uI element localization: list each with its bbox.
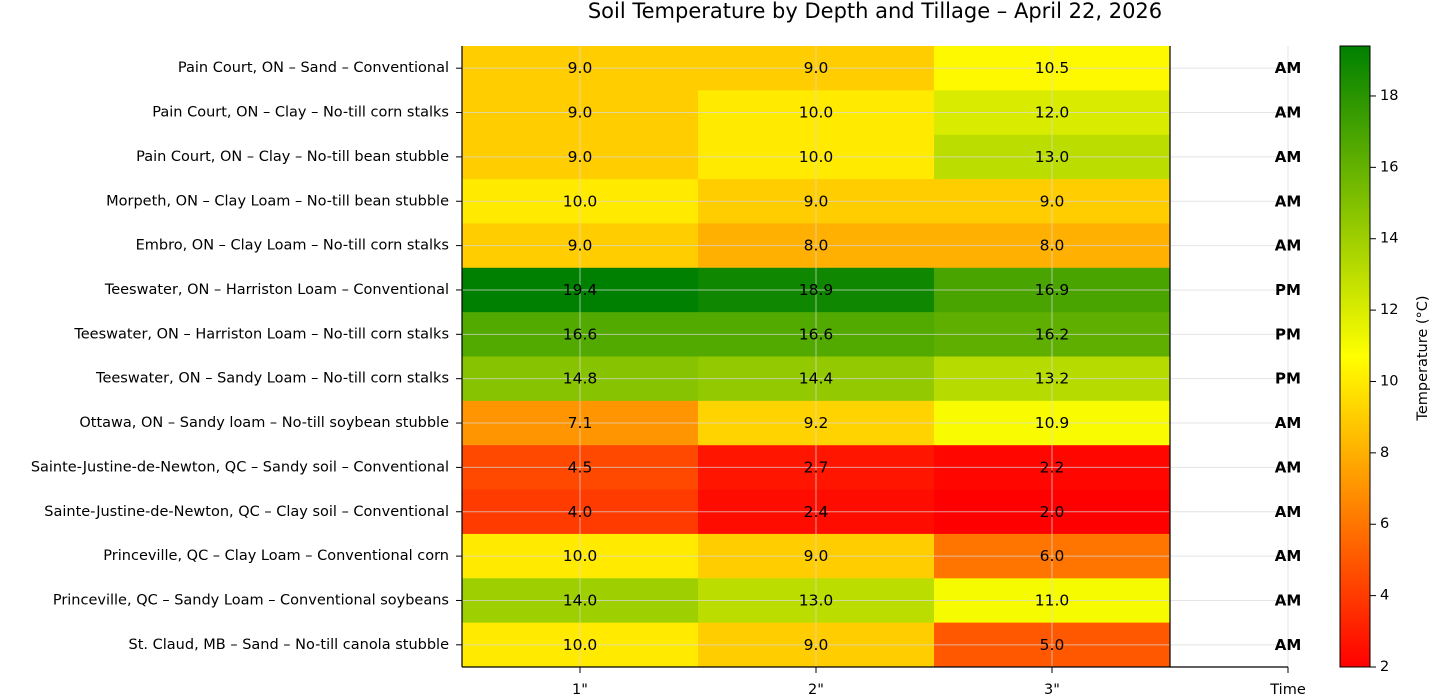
colorbar-tick-label: 16 [1380, 159, 1398, 175]
cell-value-label: 10.9 [1035, 414, 1070, 432]
time-value: PM [1275, 370, 1301, 388]
cell-value-label: 9.0 [568, 104, 593, 122]
row-label: Teeswater, ON – Harriston Loam – No-till… [73, 326, 449, 342]
cell-value-labels: 9.0 9.0 10.5 9.0 10.0 12.0 9.0 10.0 13.0 10.0 9.0 9… [563, 59, 1070, 654]
cell-value-label: 8.0 [804, 237, 829, 255]
cell-value-label: 16.9 [1035, 281, 1070, 299]
time-value: AM [1275, 591, 1302, 609]
time-value: AM [1275, 503, 1302, 521]
cell-value-label: 9.0 [568, 59, 593, 77]
cell-value-label: 8.0 [1040, 237, 1065, 255]
cell-value-label: 11.0 [1035, 591, 1070, 609]
x-tick-label: 3" [1044, 682, 1060, 697]
row-label: Morpeth, ON – Clay Loam – No-till bean s… [106, 193, 449, 209]
grid-lines [462, 46, 1289, 667]
row-label: Pain Court, ON – Clay – No-till corn sta… [152, 105, 449, 121]
colorbar-gradient [1339, 45, 1371, 668]
cell-value-label: 13.0 [799, 591, 834, 609]
cell-value-label: 6.0 [1040, 547, 1065, 565]
cell-value-label: 16.2 [1035, 325, 1070, 343]
cell-value-label: 2.0 [1040, 503, 1065, 521]
colorbar-tick-label: 2 [1380, 659, 1389, 675]
cell-value-label: 4.0 [568, 503, 593, 521]
cell-value-label: 2.7 [804, 458, 829, 476]
time-value: AM [1275, 547, 1302, 565]
time-value: AM [1275, 59, 1302, 77]
colorbar-tick-label: 4 [1380, 588, 1389, 604]
row-label: Princeville, QC – Sandy Loam – Conventio… [53, 592, 449, 608]
cell-value-label: 12.0 [1035, 104, 1070, 122]
time-value: AM [1275, 192, 1302, 210]
time-value: AM [1275, 414, 1302, 432]
x-tick-label: 2" [808, 682, 824, 697]
cell-value-label: 9.0 [804, 192, 829, 210]
cell-value-label: 9.0 [568, 237, 593, 255]
time-value: AM [1275, 237, 1302, 255]
time-value: AM [1275, 458, 1302, 476]
axes: 1" 2" 3" [456, 46, 1289, 697]
cell-value-label: 9.2 [804, 414, 829, 432]
cell-value-label: 10.0 [563, 547, 598, 565]
cell-value-label: 5.0 [1040, 636, 1065, 654]
time-column: AM AM AM AM AM PM PM PM AM AM AM AM AM AM [1275, 59, 1302, 654]
cell-value-label: 9.0 [804, 547, 829, 565]
time-value: PM [1275, 325, 1301, 343]
cell-value-label: 9.0 [568, 148, 593, 166]
chart-title: Soil Temperature by Depth and Tillage – … [588, 0, 1162, 23]
colorbar-tick-label: 12 [1380, 302, 1398, 318]
cell-value-label: 16.6 [799, 325, 834, 343]
time-value: AM [1275, 104, 1302, 122]
row-label: Ottawa, ON – Sandy loam – No-till soybea… [79, 415, 449, 431]
time-value: AM [1275, 636, 1302, 654]
x-tick-label: 1" [572, 682, 588, 697]
cell-value-label: 14.8 [563, 370, 598, 388]
cell-value-label: 16.6 [563, 325, 598, 343]
colorbar-tick-label: 6 [1380, 516, 1389, 532]
cell-value-label: 18.9 [799, 281, 834, 299]
cell-value-label: 14.4 [799, 370, 834, 388]
row-label: St. Claud, MB – Sand – No-till canola st… [129, 637, 450, 653]
row-label: Princeville, QC – Clay Loam – Convention… [103, 548, 449, 564]
cell-value-label: 10.0 [799, 148, 834, 166]
cell-value-label: 2.4 [804, 503, 829, 521]
row-labels: Pain Court, ON – Sand – Conventional Pain… [31, 60, 449, 653]
time-value: PM [1275, 281, 1301, 299]
cell-value-label: 19.4 [563, 281, 598, 299]
cell-value-label: 9.0 [804, 636, 829, 654]
colorbar-tick-label: 14 [1380, 231, 1398, 247]
row-label: Sainte-Justine-de-Newton, QC – Clay soil… [44, 504, 449, 520]
cell-value-label: 4.5 [568, 458, 593, 476]
colorbar-label: Temperature (°C) [1415, 295, 1430, 421]
row-label: Pain Court, ON – Sand – Conventional [178, 60, 449, 76]
cell-value-label: 9.0 [1040, 192, 1065, 210]
cell-value-label: 10.0 [563, 636, 598, 654]
row-label: Pain Court, ON – Clay – No-till bean stu… [136, 149, 449, 165]
colorbar-tick-label: 18 [1380, 88, 1398, 104]
row-label: Teeswater, ON – Sandy Loam – No-till cor… [95, 371, 449, 387]
cell-value-label: 13.2 [1035, 370, 1070, 388]
time-axis-label: Time [1269, 682, 1306, 697]
cell-value-label: 7.1 [568, 414, 593, 432]
cell-value-label: 10.0 [563, 192, 598, 210]
time-value: AM [1275, 148, 1302, 166]
cell-value-label: 2.2 [1040, 458, 1065, 476]
row-label: Teeswater, ON – Harriston Loam – Convent… [104, 282, 449, 298]
colorbar-tick-label: 10 [1380, 373, 1398, 389]
cell-value-label: 14.0 [563, 591, 598, 609]
cell-value-label: 10.5 [1035, 59, 1070, 77]
row-label: Embro, ON – Clay Loam – No-till corn sta… [136, 238, 449, 254]
colorbar-tick-label: 8 [1380, 445, 1389, 461]
colorbar: 2 4 6 8 10 12 14 16 18 [1339, 45, 1398, 675]
cell-value-label: 10.0 [799, 104, 834, 122]
row-label: Sainte-Justine-de-Newton, QC – Sandy soi… [31, 459, 449, 475]
cell-value-label: 13.0 [1035, 148, 1070, 166]
cell-value-label: 9.0 [804, 59, 829, 77]
